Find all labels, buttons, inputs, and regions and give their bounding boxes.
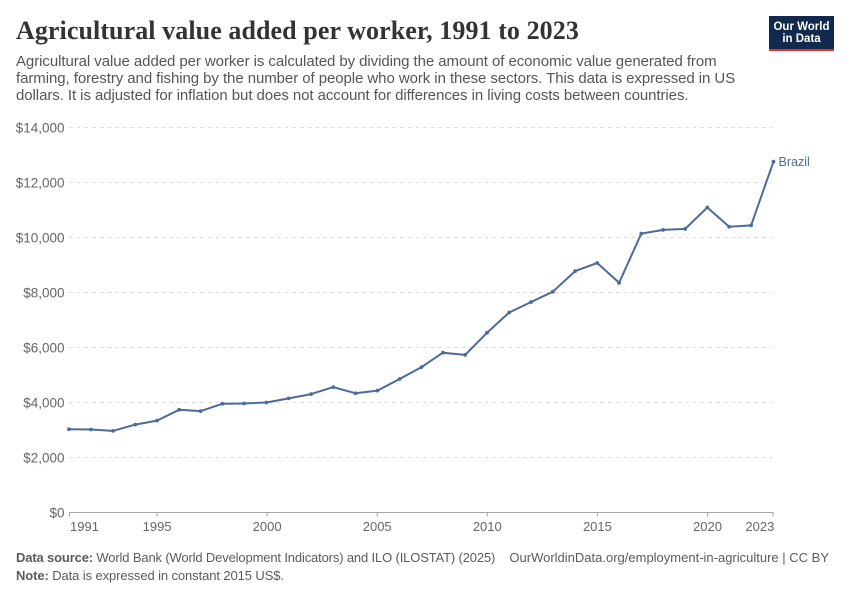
svg-text:1991: 1991 [70,519,99,534]
svg-text:Brazil: Brazil [779,155,810,169]
svg-text:$12,000: $12,000 [16,175,65,190]
svg-text:1995: 1995 [143,519,172,534]
svg-text:$2,000: $2,000 [23,450,64,465]
svg-text:2005: 2005 [363,519,392,534]
svg-text:$14,000: $14,000 [16,120,65,135]
svg-text:2010: 2010 [473,519,502,534]
svg-text:$4,000: $4,000 [23,395,64,410]
svg-text:2020: 2020 [693,519,722,534]
svg-text:$8,000: $8,000 [23,285,64,300]
svg-text:$6,000: $6,000 [23,340,64,355]
svg-text:2000: 2000 [253,519,282,534]
svg-text:$0: $0 [49,505,64,520]
svg-text:$10,000: $10,000 [16,230,65,245]
svg-text:2023: 2023 [745,519,774,534]
svg-text:2015: 2015 [583,519,612,534]
